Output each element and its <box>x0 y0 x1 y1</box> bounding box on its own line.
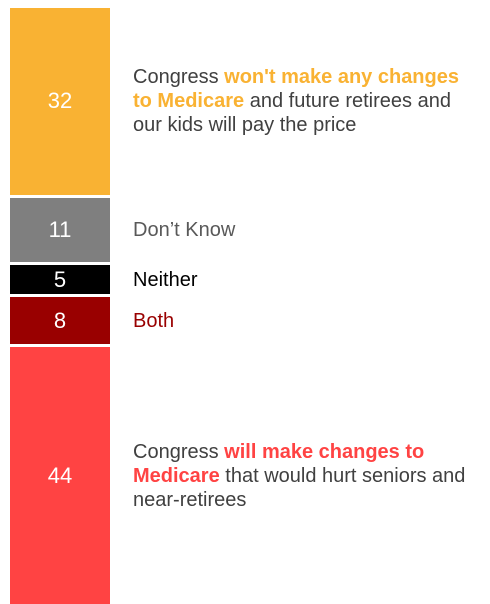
segment-label: Neither <box>133 268 483 292</box>
segment-label: Don’t Know <box>133 218 483 242</box>
value-label: 44 <box>47 462 73 488</box>
label-part: Congress <box>133 66 225 89</box>
bar-segment: 11 <box>10 197 110 263</box>
bar-segment: 32 <box>10 8 110 195</box>
label-part: Neither <box>133 268 198 291</box>
segment-label: Both <box>133 309 483 333</box>
segment-label: Congress will make changes to Medicare t… <box>133 440 483 512</box>
value-label: 11 <box>48 216 72 242</box>
value-label: 8 <box>53 307 67 333</box>
label-part: that would hurt seniors and near-retiree… <box>133 464 466 511</box>
label-part: will make changes to Medicare <box>133 440 425 487</box>
label-part: Congress <box>133 440 225 463</box>
label-part: won't make any changes to Medicare <box>133 66 459 113</box>
bar-segment: 8 <box>10 297 110 345</box>
label-part: Don’t Know <box>133 219 236 241</box>
label-part: Both <box>133 309 175 332</box>
value-label: 5 <box>53 266 67 292</box>
bar-segment: 44 <box>10 347 110 604</box>
segment-label: Congress won't make any changes to Medic… <box>133 65 483 137</box>
value-label: 32 <box>47 88 73 114</box>
bar-segment: 5 <box>10 265 110 295</box>
label-part: and future retirees and our kids will pa… <box>133 90 451 137</box>
